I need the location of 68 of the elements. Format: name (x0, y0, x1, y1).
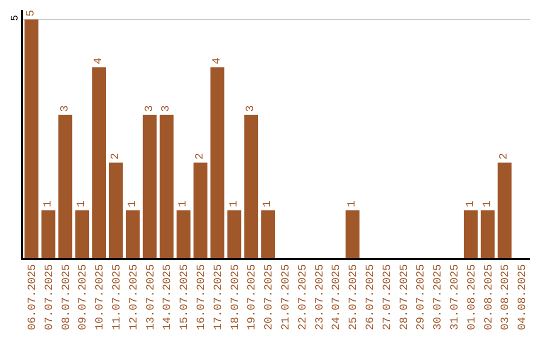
x-tick-label: 15.07.2025 (179, 264, 192, 330)
bar (261, 210, 275, 258)
bar (41, 210, 56, 258)
x-tick-label: 28.07.2025 (398, 264, 411, 330)
x-tick-label: 17.07.2025 (212, 264, 225, 330)
bar (92, 67, 106, 258)
x-tick-label: 30.07.2025 (432, 264, 445, 330)
x-tick-label: 09.07.2025 (78, 264, 90, 330)
x-tick-label: 18.07.2025 (230, 264, 242, 330)
x-tick-label: 07.07.2025 (44, 264, 56, 330)
x-tick-label: 04.08.2025 (517, 264, 530, 330)
x-tick-label: 25.07.2025 (348, 264, 360, 330)
bar (142, 114, 157, 258)
data-label: 1 (262, 200, 274, 208)
data-label: 1 (482, 200, 494, 208)
data-label: 5 (10, 15, 22, 22)
data-label: 3 (245, 105, 258, 112)
x-tick-label: 06.07.2025 (27, 264, 40, 330)
bar (227, 210, 242, 258)
x-tick-label: 11.07.2025 (112, 264, 124, 330)
data-label: 2 (498, 153, 511, 160)
bar (75, 210, 90, 258)
x-tick-label: 12.07.2025 (128, 264, 140, 330)
data-label: 2 (194, 153, 206, 160)
data-label: 1 (126, 200, 139, 208)
data-label: 1 (178, 200, 190, 208)
data-label: 1 (346, 200, 359, 208)
bar (126, 210, 140, 258)
bar (244, 114, 258, 258)
bar (480, 210, 495, 258)
x-tick-label: 08.07.2025 (60, 264, 73, 330)
x-tick-label: 26.07.2025 (365, 264, 378, 330)
x-tick-label: 21.07.2025 (280, 264, 293, 330)
x-tick-label: 27.07.2025 (382, 264, 394, 330)
bar (346, 210, 360, 258)
x-tick-label: 29.07.2025 (416, 264, 428, 330)
x-tick-label: 23.07.2025 (314, 264, 326, 330)
bar (194, 162, 208, 258)
bar (464, 210, 478, 258)
bar (109, 162, 123, 258)
x-tick-label: 19.07.2025 (246, 264, 259, 330)
x-tick-label: 22.07.2025 (297, 264, 310, 330)
bar (210, 67, 224, 258)
x-tick-label: 13.07.2025 (145, 264, 158, 330)
x-tick-label: 02.08.2025 (483, 264, 496, 330)
bar (58, 114, 72, 258)
bar (24, 20, 38, 258)
x-tick-label: 03.08.2025 (500, 264, 512, 330)
bar (160, 114, 174, 258)
data-label: 3 (160, 105, 173, 112)
x-tick-label: 01.08.2025 (466, 264, 478, 330)
data-label: 3 (144, 105, 156, 112)
bar (176, 210, 190, 258)
x-tick-label: 24.07.2025 (331, 264, 344, 330)
x-tick-label: 31.07.2025 (450, 264, 462, 330)
data-label: 4 (211, 57, 224, 64)
data-label: 1 (76, 200, 88, 208)
x-tick-label: 20.07.2025 (264, 264, 276, 330)
x-tick-label: 10.07.2025 (94, 264, 107, 330)
bar (498, 162, 512, 258)
data-label: 3 (59, 105, 72, 112)
x-tick-label: 14.07.2025 (162, 264, 174, 330)
data-label: 1 (228, 200, 240, 208)
data-label: 2 (110, 153, 122, 160)
data-label: 1 (42, 200, 54, 208)
data-label: 4 (93, 57, 106, 64)
data-label: 1 (464, 200, 477, 208)
x-tick-label: 16.07.2025 (196, 264, 208, 330)
